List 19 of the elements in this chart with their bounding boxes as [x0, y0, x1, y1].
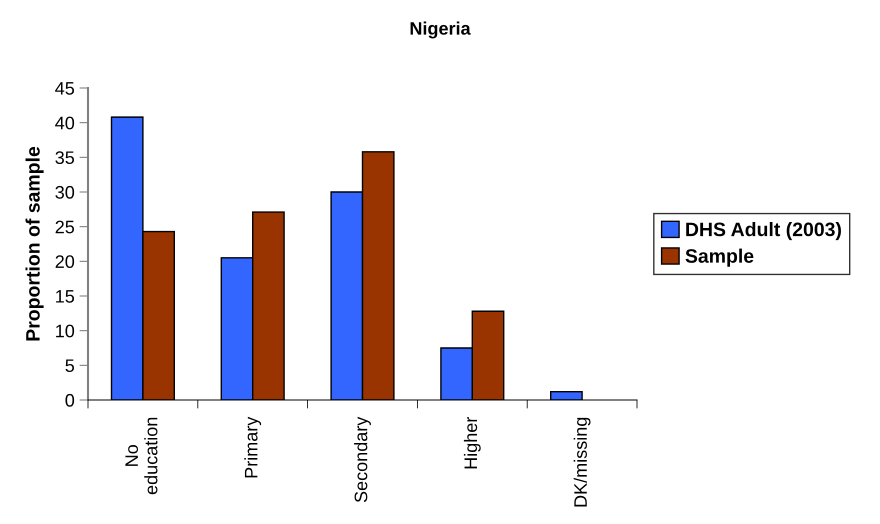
y-tick-label: 10 — [56, 324, 74, 338]
y-tick-label: 45 — [55, 82, 74, 95]
legend-label: DHS Adult (2003) — [686, 222, 841, 240]
y-tick-label: 15 — [56, 290, 74, 303]
x-tick-label: No education — [125, 418, 158, 494]
y-tick-label: 0 — [65, 394, 74, 407]
y-tick-label: 20 — [56, 255, 74, 268]
y-tick-label: 25 — [56, 220, 74, 234]
x-tick-label: Secondary — [354, 416, 371, 502]
y-tick-label: 30 — [55, 186, 74, 199]
legend-label: Sample — [685, 248, 754, 267]
y-tick-label: 35 — [55, 151, 74, 164]
y-tick-label: 40 — [55, 116, 74, 130]
y-axis-title: Proportion of sample — [25, 146, 44, 340]
chart-title: Nigeria — [410, 22, 471, 38]
x-tick-label: DK/missing — [574, 418, 591, 506]
x-tick-label: Higher — [464, 416, 481, 468]
y-tick-label: 5 — [65, 359, 74, 372]
x-tick-label: Primary — [244, 416, 262, 478]
